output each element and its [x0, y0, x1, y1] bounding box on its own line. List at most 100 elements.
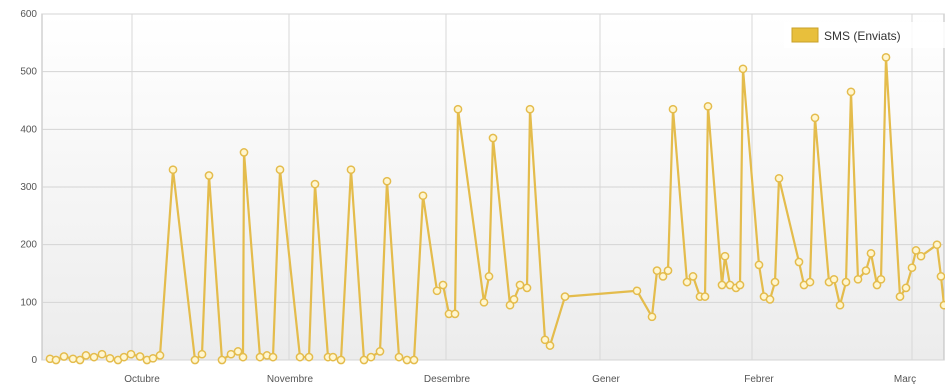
data-point[interactable]: [932, 240, 942, 250]
data-point[interactable]: [907, 263, 917, 273]
data-point[interactable]: [936, 272, 945, 281]
data-point[interactable]: [861, 266, 871, 275]
data-point[interactable]: [255, 352, 265, 362]
data-point[interactable]: [336, 355, 346, 365]
data-point[interactable]: [881, 52, 891, 62]
data-point[interactable]: [540, 335, 550, 345]
data-point[interactable]: [239, 148, 249, 157]
data-point[interactable]: [409, 355, 419, 365]
data-point[interactable]: [238, 352, 248, 362]
x-tick-label: Gener: [592, 374, 620, 385]
data-point[interactable]: [190, 355, 200, 365]
data-point[interactable]: [75, 355, 85, 365]
data-point[interactable]: [226, 349, 236, 359]
data-point[interactable]: [774, 173, 784, 183]
data-point[interactable]: [97, 349, 107, 359]
data-point[interactable]: [939, 300, 945, 310]
data-point[interactable]: [328, 352, 338, 362]
x-tick-label: Novembre: [267, 374, 314, 385]
data-point[interactable]: [402, 355, 412, 365]
data-point[interactable]: [700, 292, 710, 301]
data-point[interactable]: [304, 352, 314, 362]
data-point[interactable]: [688, 272, 698, 281]
data-point[interactable]: [872, 280, 882, 290]
data-point[interactable]: [479, 297, 489, 307]
data-point[interactable]: [59, 352, 69, 361]
legend[interactable]: SMS (Enviats): [784, 22, 945, 48]
data-point[interactable]: [233, 347, 243, 356]
data-point[interactable]: [805, 277, 815, 287]
data-point[interactable]: [310, 179, 320, 189]
data-point[interactable]: [770, 277, 780, 287]
data-point[interactable]: [509, 295, 519, 304]
data-point[interactable]: [876, 274, 886, 284]
data-point[interactable]: [846, 87, 856, 97]
data-point[interactable]: [765, 295, 775, 304]
data-point[interactable]: [866, 248, 876, 258]
data-point[interactable]: [359, 355, 369, 365]
data-point[interactable]: [51, 355, 61, 365]
data-point[interactable]: [853, 274, 863, 284]
data-point[interactable]: [268, 352, 278, 362]
data-point[interactable]: [89, 352, 99, 362]
data-point[interactable]: [105, 353, 115, 363]
data-point[interactable]: [895, 292, 905, 301]
data-point[interactable]: [484, 272, 494, 281]
legend-swatch: [791, 27, 819, 43]
data-point[interactable]: [841, 277, 851, 287]
data-point[interactable]: [738, 64, 748, 74]
data-point[interactable]: [720, 251, 730, 261]
data-point[interactable]: [794, 257, 804, 267]
data-point[interactable]: [135, 352, 145, 361]
data-point[interactable]: [126, 349, 136, 359]
data-point[interactable]: [522, 283, 532, 293]
data-point[interactable]: [453, 104, 463, 114]
data-point[interactable]: [366, 352, 376, 362]
data-point[interactable]: [515, 280, 525, 290]
data-point[interactable]: [488, 133, 498, 143]
data-point[interactable]: [560, 292, 570, 301]
data-point[interactable]: [663, 266, 673, 275]
data-point[interactable]: [545, 341, 555, 350]
data-point[interactable]: [81, 351, 91, 360]
data-point[interactable]: [911, 246, 921, 255]
data-point[interactable]: [754, 260, 764, 270]
data-point[interactable]: [505, 300, 515, 310]
data-point[interactable]: [668, 104, 678, 114]
data-point[interactable]: [217, 355, 227, 365]
data-point[interactable]: [632, 286, 642, 296]
y-tick-label: 300: [20, 182, 37, 193]
data-point[interactable]: [652, 266, 662, 275]
data-point[interactable]: [647, 312, 657, 322]
data-point[interactable]: [375, 347, 385, 356]
data-point[interactable]: [682, 277, 692, 287]
data-point[interactable]: [394, 352, 404, 362]
data-point[interactable]: [717, 280, 727, 290]
data-point[interactable]: [382, 176, 392, 186]
data-point[interactable]: [432, 286, 442, 296]
data-point[interactable]: [168, 165, 178, 175]
data-point[interactable]: [438, 280, 448, 290]
data-point[interactable]: [735, 280, 745, 290]
data-point[interactable]: [155, 351, 165, 360]
data-point[interactable]: [703, 101, 713, 111]
data-point[interactable]: [275, 165, 285, 175]
data-point[interactable]: [901, 283, 911, 293]
y-axis-ticks: 0 100 200 300 400 500 600: [20, 9, 37, 366]
data-point[interactable]: [197, 349, 207, 359]
data-point[interactable]: [810, 113, 820, 123]
data-point[interactable]: [418, 191, 428, 201]
data-point[interactable]: [829, 274, 839, 284]
data-point[interactable]: [295, 352, 305, 362]
data-point[interactable]: [148, 353, 158, 363]
data-point[interactable]: [658, 272, 668, 281]
data-point[interactable]: [119, 352, 129, 362]
data-point[interactable]: [525, 104, 535, 114]
data-point[interactable]: [346, 165, 356, 175]
data-point[interactable]: [450, 309, 460, 319]
data-point[interactable]: [916, 251, 926, 261]
data-point[interactable]: [835, 300, 845, 310]
data-point[interactable]: [68, 354, 78, 364]
data-point[interactable]: [204, 171, 214, 180]
